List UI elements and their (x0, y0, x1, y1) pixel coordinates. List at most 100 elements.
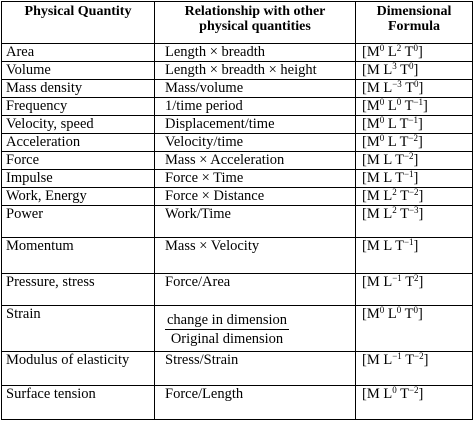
dimension-exponent: 0 (379, 133, 385, 143)
dimension-symbol: M (366, 274, 380, 290)
dimension-symbol: L (383, 352, 393, 368)
dimension-symbol: M (366, 134, 380, 150)
bracket-open: [ (362, 238, 367, 254)
bracket-close: ] (417, 306, 423, 322)
dimension-symbol: M (366, 306, 380, 322)
quantity-cell: Strain (1, 305, 155, 352)
relationship-cell: Displacement/time (154, 115, 356, 134)
bracket-close: ] (413, 238, 419, 254)
table-row: Momentum Mass × Velocity [M L T−1] (1, 237, 473, 274)
bracket-close: ] (418, 188, 424, 204)
quantity-cell: Power (1, 205, 155, 238)
dimension-exponent: −1 (413, 97, 424, 107)
bracket-open: [ (362, 152, 367, 168)
dimension-symbol: L (383, 188, 393, 204)
table-row: Pressure, stress Force/Area [M L−1 T2] (1, 273, 473, 306)
dimension-symbol: M (366, 206, 380, 222)
dimension-exponent: −1 (408, 115, 419, 125)
bracket-open: [ (362, 134, 367, 150)
dimension-symbol: L (387, 44, 397, 60)
dimension-symbol: L (387, 134, 397, 150)
quantity-cell: Frequency (1, 97, 155, 116)
dimensional-formula-cell: [M L−3 T0] (355, 79, 473, 98)
dimensional-formula-cell: [M L3 T0] (355, 61, 473, 80)
dimension-symbol: M (366, 62, 380, 78)
dimension-symbol: T (404, 306, 414, 322)
dimension-symbol: T (404, 98, 414, 114)
dimension-exponent: 0 (413, 43, 418, 53)
dimension-exponent: 0 (392, 385, 397, 395)
dimension-symbol: L (383, 206, 393, 222)
table-row: Work, Energy Force × Distance [M L2 T−2] (1, 187, 473, 206)
dimension-symbol: M (366, 152, 380, 168)
relationship-cell: Force × Time (154, 169, 356, 188)
dimension-symbol: L (387, 116, 397, 132)
header-physical-quantity: Physical Quantity (1, 1, 155, 44)
quantity-cell: Modulus of elasticity (1, 351, 155, 386)
bracket-open: [ (362, 80, 367, 96)
quantity-cell: Acceleration (1, 133, 155, 152)
quantity-cell: Volume (1, 61, 155, 80)
dimensional-formula-cell: [M L T−2] (355, 151, 473, 170)
dimensional-formula-cell: [M0 L T−1] (355, 115, 473, 134)
dimension-exponent: −1 (403, 169, 414, 179)
dimension-symbol: M (366, 80, 380, 96)
dimension-symbol: M (366, 98, 380, 114)
bracket-open: [ (362, 306, 367, 322)
bracket-close: ] (413, 152, 419, 168)
dimension-exponent: −2 (414, 351, 424, 361)
table-row: Volume Length × breadth × height [M L3 T0] (1, 61, 473, 80)
quantity-cell: Mass density (1, 79, 155, 98)
dimension-exponent: −2 (403, 151, 414, 161)
bracket-open: [ (362, 170, 367, 186)
bracket-open: [ (362, 386, 367, 402)
dimension-symbol: M (366, 188, 380, 204)
dimension-symbol: M (366, 386, 380, 402)
quantity-cell: Area (1, 43, 155, 62)
table-row: Mass density Mass/volume [M L−3 T0] (1, 79, 473, 98)
fraction: change in dimension Original dimension (165, 312, 290, 347)
dimension-exponent: 0 (414, 79, 419, 89)
table-row: Surface tension Force/Length [M L0 T−2] (1, 385, 473, 420)
table-row: Area Length × breadth [M0 L2 T0] (1, 43, 473, 62)
dimension-symbol: L (383, 238, 392, 254)
dimension-symbol: L (383, 386, 393, 402)
relationship-cell: Work/Time (154, 205, 356, 238)
relationship-cell: Force/Area (154, 273, 356, 306)
dimension-exponent: 2 (414, 273, 419, 283)
dimension-symbol: T (400, 386, 409, 402)
quantity-cell: Pressure, stress (1, 273, 155, 306)
dimension-exponent: 0 (396, 305, 402, 315)
table-row: Power Work/Time [M L2 T−3] (1, 205, 473, 238)
dimension-exponent: −1 (392, 273, 402, 283)
relationship-cell: Mass/volume (154, 79, 356, 98)
dimension-exponent: 2 (396, 43, 402, 53)
dimension-exponent: −2 (408, 385, 419, 395)
dimension-exponent: −1 (392, 351, 402, 361)
bracket-close: ] (413, 170, 419, 186)
dimensional-formula-cell: [M0 L2 T0] (355, 43, 473, 62)
dimensional-formula-table: Physical Quantity Relationship with othe… (1, 1, 473, 420)
dimension-symbol: M (366, 352, 380, 368)
dimension-exponent: −1 (403, 237, 414, 247)
bracket-open: [ (362, 44, 367, 60)
bracket-close: ] (418, 116, 423, 132)
dimension-exponent: 0 (379, 43, 385, 53)
dimension-exponent: 2 (392, 205, 397, 215)
relationship-cell: Force × Distance (154, 187, 356, 206)
dimensional-formula-cell: [M0 L T−2] (355, 133, 473, 152)
dimension-exponent: −3 (408, 205, 419, 215)
dimension-symbol: L (383, 170, 392, 186)
dimension-symbol: T (399, 134, 409, 150)
dimension-symbol: M (366, 44, 380, 60)
bracket-close: ] (417, 44, 423, 60)
dimension-symbol: L (383, 274, 393, 290)
relationship-cell: change in dimension Original dimension (154, 305, 356, 352)
dimension-symbol: L (387, 306, 397, 322)
table-row: Force Mass × Acceleration [M L T−2] (1, 151, 473, 170)
table-row: Acceleration Velocity/time [M0 L T−2] (1, 133, 473, 152)
bracket-open: [ (362, 274, 367, 290)
quantity-cell: Velocity, speed (1, 115, 155, 134)
bracket-close: ] (418, 206, 424, 222)
relationship-cell: Stress/Strain (154, 351, 356, 386)
